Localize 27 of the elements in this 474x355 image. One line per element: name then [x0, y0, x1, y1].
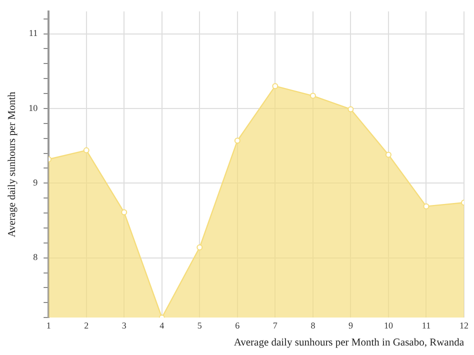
x-tick-label: 2: [84, 320, 89, 330]
y-tick-label: 8: [33, 252, 38, 262]
x-tick-label: 1: [46, 320, 51, 330]
x-tick-label: 4: [160, 320, 165, 330]
x-tick-label: 7: [272, 320, 278, 330]
point: [385, 152, 392, 158]
point: [272, 83, 278, 90]
x-tick-label: 10: [384, 320, 394, 330]
x-tick-label: 6: [235, 320, 240, 330]
y-tick-label: 11: [28, 28, 38, 38]
x-tick-label: 8: [310, 320, 316, 330]
point: [234, 138, 240, 144]
x-tick-label: 5: [197, 320, 202, 330]
point: [348, 106, 354, 112]
point: [121, 209, 128, 216]
x-tick-label: 12: [460, 320, 468, 330]
point: [196, 244, 203, 250]
point: [423, 203, 430, 210]
x-tick-label: 3: [122, 320, 127, 330]
point: [310, 92, 316, 99]
y-axis-title: Average daily sunhours per Month: [7, 90, 18, 238]
y-tick-label: 9: [33, 178, 38, 188]
x-tick-label: 9: [348, 320, 354, 330]
point: [83, 147, 90, 154]
y-tick-label: 10: [28, 102, 38, 113]
x-axis-title: Average daily sunhours per Month in Gasabo, Rwanda: [234, 337, 464, 348]
x-tick-label: 11: [422, 320, 431, 330]
